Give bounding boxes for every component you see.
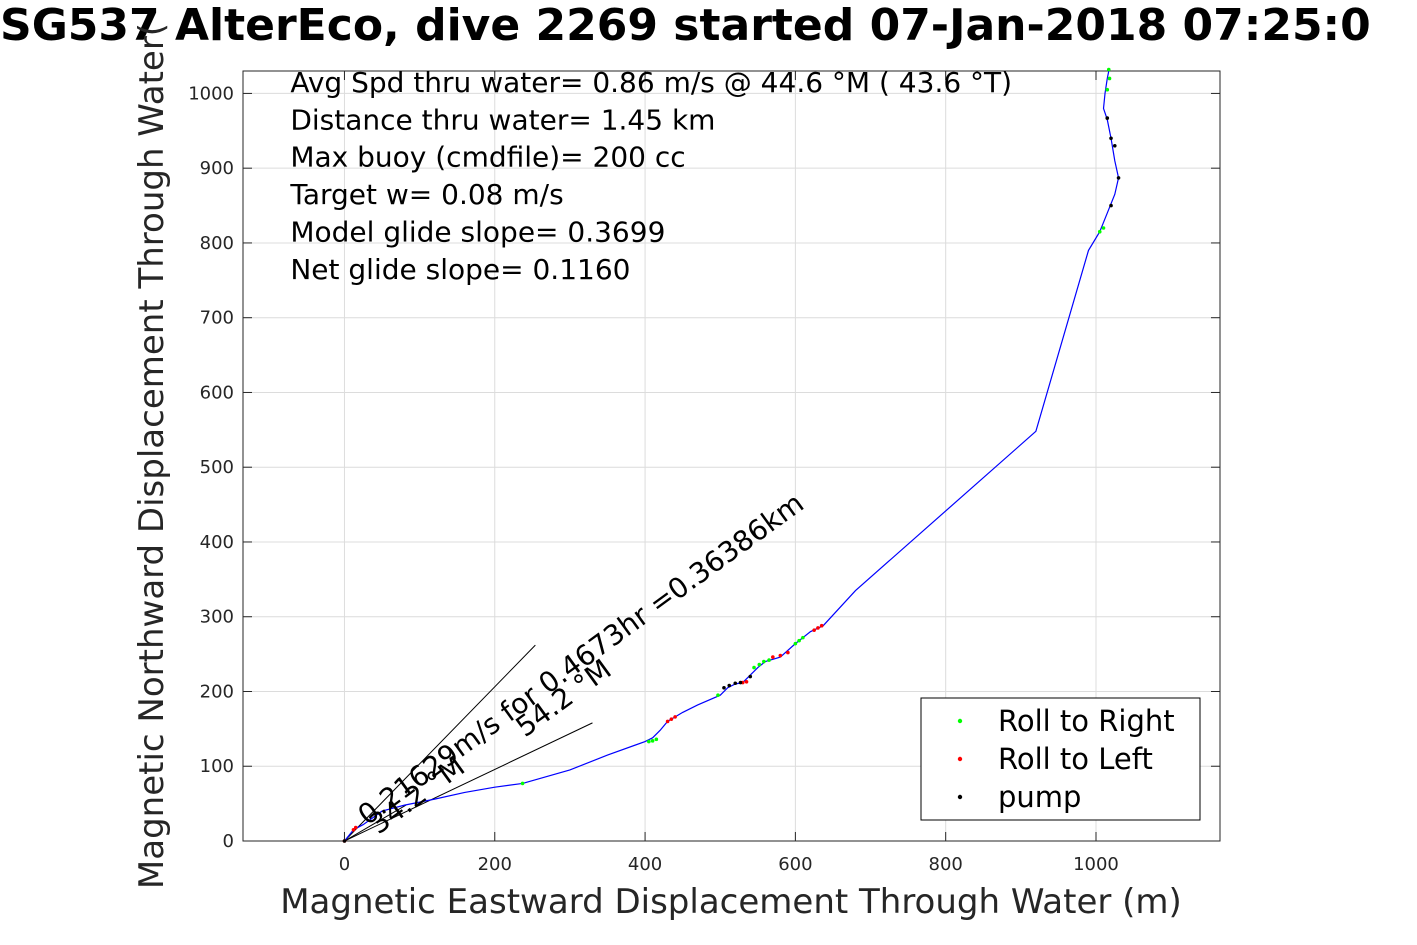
legend-label-1: Roll to Left (998, 742, 1153, 776)
point-0-7 (762, 659, 766, 664)
stat-annotation-3: Target w= 0.08 m/s (289, 178, 563, 211)
point-0-0 (520, 781, 525, 786)
y-tick-label-9: 900 (200, 158, 234, 179)
y-tick-label-1: 100 (200, 756, 234, 777)
legend-marker-1 (957, 756, 963, 762)
point-1-12 (816, 626, 820, 630)
legend: Roll to Right Roll to Left pump (920, 697, 1201, 821)
chart-title: SG537 AlterEco, dive 2269 started 07-Jan… (0, 2, 1371, 51)
y-axis-label: Magnetic Northward Displacement Through … (132, 23, 172, 889)
point-1-3 (665, 719, 670, 724)
legend-box (920, 697, 1201, 821)
point-1-8 (771, 655, 775, 659)
point-2-0 (342, 839, 347, 843)
reference-line-0 (344, 644, 536, 842)
point-1-2 (353, 825, 358, 830)
legend-label-2: pump (998, 780, 1081, 814)
point-1-11 (812, 628, 816, 632)
stat-annotation-4: Model glide slope= 0.3699 (290, 215, 665, 248)
y-tick-label-4: 400 (200, 532, 234, 553)
y-tick-label-5: 500 (200, 457, 234, 478)
y-tick-label-7: 700 (200, 308, 234, 329)
reference-line-2 (344, 804, 407, 842)
x-axis-label: Magnetic Eastward Displacement Through W… (280, 882, 1182, 922)
x-tick-label-4: 800 (929, 854, 963, 875)
y-tick-label-0: 0 (223, 831, 234, 852)
point-0-13 (1101, 226, 1106, 230)
point-0-15 (1107, 76, 1112, 81)
point-2-5 (748, 674, 753, 679)
point-0-14 (1106, 67, 1111, 72)
x-tick-label-0: 0 (339, 854, 350, 875)
point-2-1 (722, 685, 726, 690)
grid (243, 71, 1220, 842)
point-2-4 (738, 680, 743, 685)
legend-label-0: Roll to Right (998, 704, 1175, 738)
point-0-10 (797, 638, 801, 643)
stat-annotation-5: Net glide slope= 0.1160 (290, 253, 630, 286)
stat-annotation-2: Max buoy (cmdfile)= 200 cc (290, 141, 685, 174)
point-2-9 (1109, 136, 1113, 141)
reference-line-1 (344, 722, 593, 842)
point-0-4 (716, 693, 720, 698)
point-0-9 (793, 641, 798, 646)
point-0-1 (647, 739, 651, 744)
y-tick-label-2: 200 (200, 681, 234, 702)
point-2-10 (1105, 116, 1110, 120)
point-1-7 (744, 679, 749, 684)
point-2-3 (733, 681, 738, 686)
stat-annotation-0: Avg Spd thru water= 0.86 m/s @ 44.6 °M (… (290, 66, 1012, 99)
point-1-9 (778, 653, 783, 658)
point-0-2 (650, 739, 655, 743)
legend-marker-2 (957, 794, 963, 800)
point-0-11 (801, 635, 805, 640)
point-0-3 (654, 737, 659, 742)
point-0-5 (752, 665, 756, 670)
annotations: Avg Spd thru water= 0.86 m/s @ 44.6 °M (… (289, 66, 1012, 286)
point-0-16 (1105, 87, 1110, 92)
point-0-6 (757, 662, 762, 667)
y-tick-label-6: 600 (200, 382, 234, 403)
plot-frame (242, 70, 1221, 842)
point-1-10 (786, 650, 790, 655)
x-tick-label-5: 1000 (1073, 854, 1119, 875)
x-tick-label-1: 200 (478, 854, 512, 875)
point-2-2 (727, 683, 732, 688)
y-tick-label-8: 800 (200, 233, 234, 254)
data-points (342, 67, 1121, 843)
y-tick-label-3: 300 (200, 607, 234, 628)
point-2-8 (1116, 176, 1121, 180)
point-2-7 (1112, 143, 1117, 148)
x-tick-label-2: 400 (628, 854, 662, 875)
point-1-5 (673, 715, 677, 719)
point-0-8 (767, 658, 771, 662)
reference-lines (344, 644, 593, 842)
y-tick-label-10: 1000 (188, 83, 234, 104)
axis-ticks: 0 200 400 600 800 1000 0 100 200 300 400 500 600 700 8… (188, 71, 1220, 875)
point-1-13 (819, 623, 824, 628)
point-1-1 (351, 827, 356, 832)
point-1-4 (669, 717, 674, 721)
point-2-6 (1109, 203, 1113, 208)
stat-annotation-1: Distance thru water= 1.45 km (290, 103, 715, 136)
x-tick-label-3: 600 (778, 854, 812, 875)
point-0-12 (1097, 229, 1102, 234)
legend-marker-0 (957, 718, 963, 724)
